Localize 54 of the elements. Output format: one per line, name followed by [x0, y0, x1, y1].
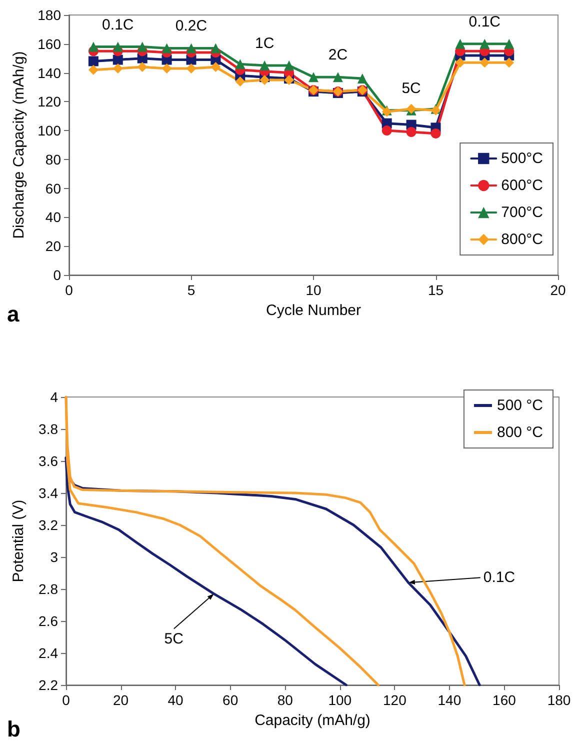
- x-tick-label: 20: [550, 282, 566, 298]
- text: b: [7, 716, 20, 742]
- y-tick-label: 180: [38, 7, 62, 23]
- annotation: 1C: [255, 35, 274, 52]
- x-tick-label: 15: [428, 282, 444, 298]
- text: a: [7, 302, 20, 326]
- y-tick-label: 3.6: [38, 453, 58, 469]
- y-tick-label: 40: [45, 209, 62, 226]
- x-tick-label: 160: [492, 692, 516, 708]
- y-axis-title: Potential (V): [10, 500, 27, 582]
- x-tick-label: 80: [277, 692, 294, 708]
- y-tick-label: 3.8: [38, 421, 58, 437]
- annotation: 0.2C: [175, 18, 208, 35]
- x-tick-label: 5: [187, 282, 196, 298]
- x-tick-label: 60: [222, 692, 238, 708]
- legend-label: 500°C: [501, 150, 544, 167]
- x-tick-label: 10: [306, 282, 322, 298]
- legend-label: 600°C: [501, 177, 544, 194]
- x-axis-title: Capacity (mAh/g): [254, 712, 370, 729]
- y-tick-label: 80: [45, 151, 62, 168]
- x-tick-label: 20: [112, 692, 129, 708]
- y-tick-label: 2.6: [38, 613, 58, 629]
- y-tick-label: 0: [53, 267, 62, 283]
- x-tick-label: 100: [328, 692, 352, 708]
- annotation: 0.1C: [483, 569, 516, 586]
- x-tick-label: 0: [65, 282, 74, 298]
- y-tick-label: 120: [38, 94, 62, 110]
- annotation: 5C: [164, 630, 184, 648]
- x-tick-label: 180: [547, 692, 571, 708]
- y-tick-label: 3: [50, 549, 58, 565]
- y-tick-label: 140: [38, 64, 62, 81]
- y-tick-label: 2.2: [38, 677, 58, 693]
- y-tick-label: 20: [45, 238, 62, 254]
- y-tick-label: 160: [38, 36, 62, 52]
- y-tick-label: 3.4: [38, 485, 58, 501]
- y-tick-label: 2.8: [38, 581, 58, 597]
- x-tick-label: 140: [438, 692, 462, 708]
- y-tick-label: 3.2: [38, 517, 58, 533]
- y-tick-label: 2.4: [38, 645, 58, 661]
- annotation: 2C: [328, 46, 348, 64]
- annotation: 5C: [402, 80, 422, 97]
- y-axis-title: Discharge Capacity (mAh/g): [10, 51, 28, 239]
- legend-label: 800 °C: [496, 424, 544, 441]
- legend-label: 500 °C: [496, 397, 544, 414]
- x-tick-label: 120: [382, 692, 407, 708]
- x-axis-title: Cycle Number: [266, 302, 362, 319]
- y-tick-label: 60: [45, 180, 62, 196]
- annotation: 0.1C: [468, 13, 501, 30]
- y-tick-label: 100: [38, 122, 62, 139]
- legend-label: 700°C: [501, 204, 544, 221]
- x-tick-label: 40: [168, 692, 184, 708]
- annotation: 0.1C: [102, 16, 134, 34]
- y-tick-label: 4: [50, 389, 58, 405]
- legend-label: 800°C: [501, 231, 544, 248]
